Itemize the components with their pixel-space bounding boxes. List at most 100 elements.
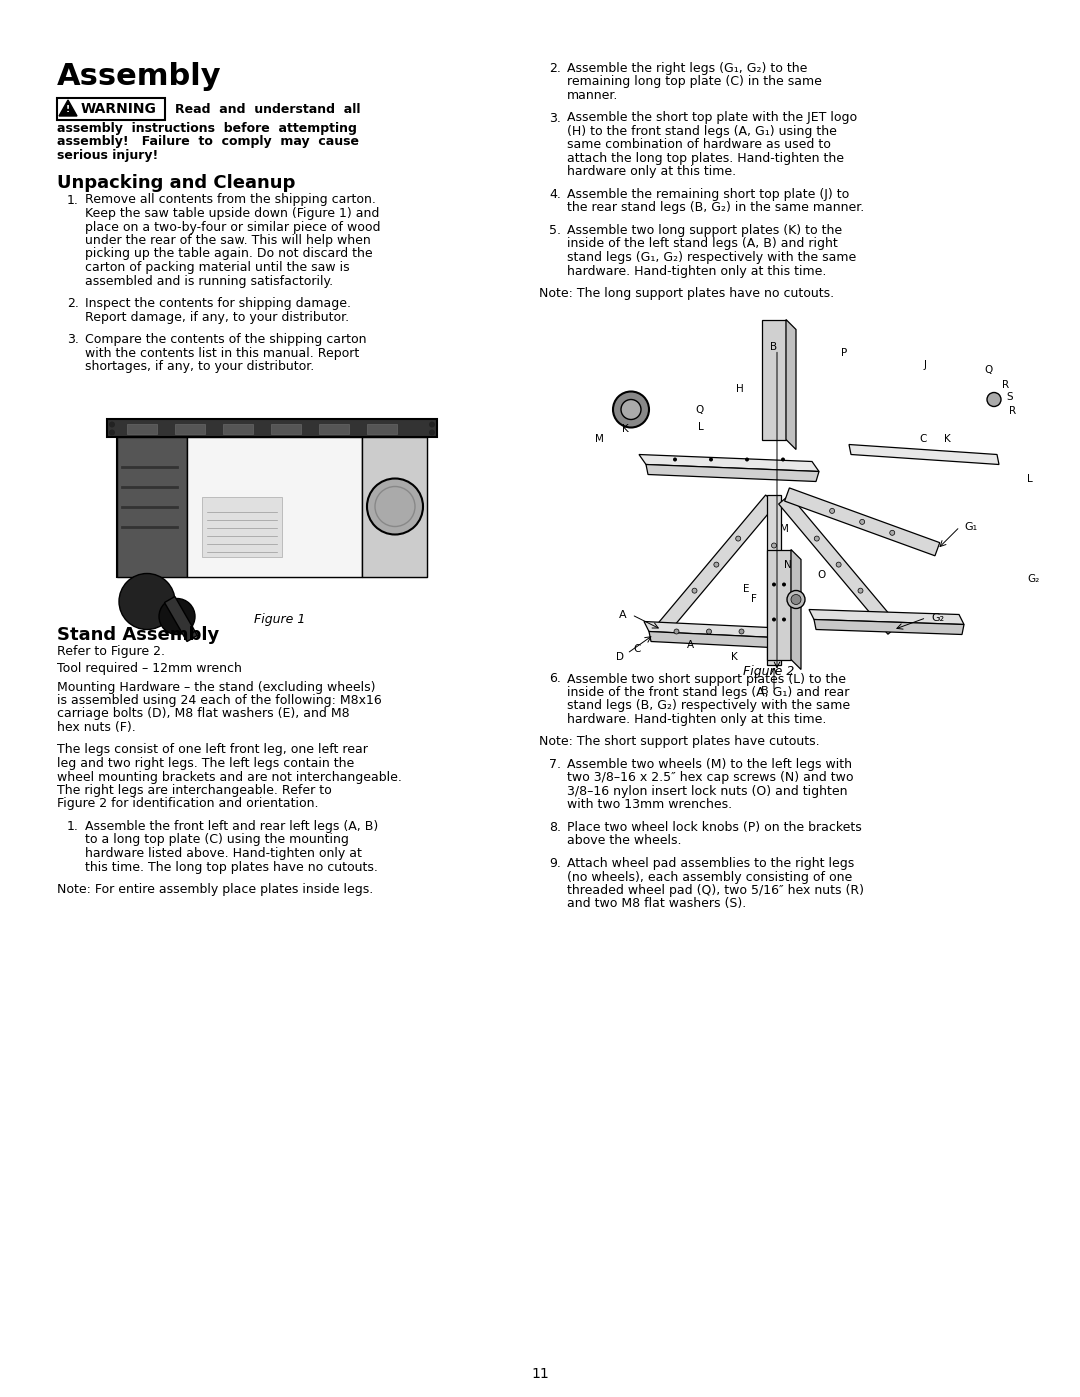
Text: Inspect the contents for shipping damage.: Inspect the contents for shipping damage… [85,298,351,310]
Circle shape [829,509,835,514]
Text: L: L [1027,475,1032,485]
Text: Read  and  understand  all: Read and understand all [175,103,361,116]
Polygon shape [814,619,964,634]
Text: !: ! [66,106,70,115]
Text: 3/8–16 nylon insert lock nuts (O) and tighten: 3/8–16 nylon insert lock nuts (O) and ti… [567,785,848,798]
Text: Assemble the short top plate with the JET logo: Assemble the short top plate with the JE… [567,112,858,124]
Text: Assemble the right legs (G₁, G₂) to the: Assemble the right legs (G₁, G₂) to the [567,61,808,75]
Text: 5.: 5. [549,224,561,237]
Text: The right legs are interchangeable. Refer to: The right legs are interchangeable. Refe… [57,784,332,798]
Bar [271,423,301,433]
Text: inside of the left stand legs (A, B) and right: inside of the left stand legs (A, B) and… [567,237,838,250]
Text: leg and two right legs. The left legs contain the: leg and two right legs. The left legs co… [57,757,354,770]
Text: S: S [1005,393,1013,402]
Text: WARNING: WARNING [81,102,157,116]
Polygon shape [791,549,801,669]
Circle shape [159,598,195,634]
Text: (no wheels), each assembly consisting of one: (no wheels), each assembly consisting of… [567,870,852,883]
Text: Assemble two long support plates (K) to the: Assemble two long support plates (K) to … [567,224,842,237]
Text: to a long top plate (C) using the mounting: to a long top plate (C) using the mounti… [85,834,349,847]
Polygon shape [809,609,964,624]
Bar [222,423,253,433]
Bar [164,597,198,641]
Bar [57,98,165,120]
Text: Assemble the front left and rear left legs (A, B): Assemble the front left and rear left le… [85,820,378,833]
Text: M: M [780,524,788,535]
Text: Assembly: Assembly [57,61,221,91]
Text: Figure 1: Figure 1 [254,613,306,626]
Text: and two M8 flat washers (S).: and two M8 flat washers (S). [567,897,746,911]
Text: B: B [761,686,769,697]
Circle shape [782,583,786,587]
Bar [175,423,205,433]
Text: 2.: 2. [549,61,561,75]
Text: M: M [595,434,604,444]
Text: K: K [622,425,629,434]
Circle shape [735,536,741,541]
Text: Unpacking and Cleanup: Unpacking and Cleanup [57,173,295,191]
Circle shape [621,400,642,419]
Text: hardware only at this time.: hardware only at this time. [567,165,737,179]
Text: B: B [770,341,778,352]
Text: 3.: 3. [67,332,79,346]
Bar [202,496,282,556]
Bar [117,436,187,577]
Circle shape [739,629,744,634]
Circle shape [109,429,114,436]
Circle shape [782,617,786,622]
Polygon shape [779,495,899,634]
Text: Note: The short support plates have cutouts.: Note: The short support plates have cuto… [539,735,820,749]
Circle shape [673,457,677,461]
Text: Figure 2: Figure 2 [743,665,795,678]
Bar [57,387,503,602]
Text: with the contents list in this manual. Report: with the contents list in this manual. R… [85,346,360,359]
Text: P: P [841,348,847,358]
Circle shape [771,610,777,616]
Text: Tool required – 12mm wrench: Tool required – 12mm wrench [57,662,242,675]
Circle shape [860,520,865,524]
Text: manner.: manner. [567,89,619,102]
Text: N: N [784,560,792,570]
Text: H: H [737,384,744,394]
Polygon shape [786,320,796,450]
Text: two 3/8–16 x 2.5″ hex cap screws (N) and two: two 3/8–16 x 2.5″ hex cap screws (N) and… [567,771,853,785]
Text: Assemble two wheels (M) to the left legs with: Assemble two wheels (M) to the left legs… [567,759,852,771]
Circle shape [367,479,423,535]
Bar [367,423,397,433]
Polygon shape [59,101,77,116]
Text: Refer to Figure 2.: Refer to Figure 2. [57,645,165,658]
Text: same combination of hardware as used to: same combination of hardware as used to [567,138,831,151]
Text: Q: Q [984,365,993,374]
Polygon shape [784,488,940,556]
Text: above the wheels.: above the wheels. [567,834,681,848]
Text: (H) to the front stand legs (A, G₁) using the: (H) to the front stand legs (A, G₁) usin… [567,124,837,138]
Polygon shape [649,631,774,647]
Bar [127,423,157,433]
Text: 1.: 1. [67,820,79,833]
Text: A: A [687,640,694,650]
Text: hardware. Hand-tighten only at this time.: hardware. Hand-tighten only at this time… [567,264,826,278]
Bar [107,419,437,436]
Text: K: K [731,652,738,662]
Text: serious injury!: serious injury! [57,149,159,162]
Text: 3.: 3. [549,112,561,124]
Text: 6.: 6. [549,672,561,686]
Text: Mounting Hardware – the stand (excluding wheels): Mounting Hardware – the stand (excluding… [57,680,376,693]
Circle shape [706,629,712,634]
Polygon shape [767,495,781,665]
Text: Keep the saw table upside down (Figure 1) and: Keep the saw table upside down (Figure 1… [85,207,379,219]
Text: Assemble two short support plates (L) to the: Assemble two short support plates (L) to… [567,672,846,686]
Polygon shape [644,622,774,637]
Text: stand legs (G₁, G₂) respectively with the same: stand legs (G₁, G₂) respectively with th… [567,251,856,264]
Circle shape [692,588,697,594]
Circle shape [109,422,114,427]
Text: Remove all contents from the shipping carton.: Remove all contents from the shipping ca… [85,194,376,207]
Bar [187,436,362,577]
Text: carton of packing material until the saw is: carton of packing material until the saw… [85,261,350,274]
Text: 7.: 7. [549,759,561,771]
Text: stand legs (B, G₂) respectively with the same: stand legs (B, G₂) respectively with the… [567,700,850,712]
Circle shape [772,583,777,587]
Text: hardware. Hand-tighten only at this time.: hardware. Hand-tighten only at this time… [567,712,826,726]
Text: A: A [619,609,626,620]
Circle shape [771,543,777,548]
